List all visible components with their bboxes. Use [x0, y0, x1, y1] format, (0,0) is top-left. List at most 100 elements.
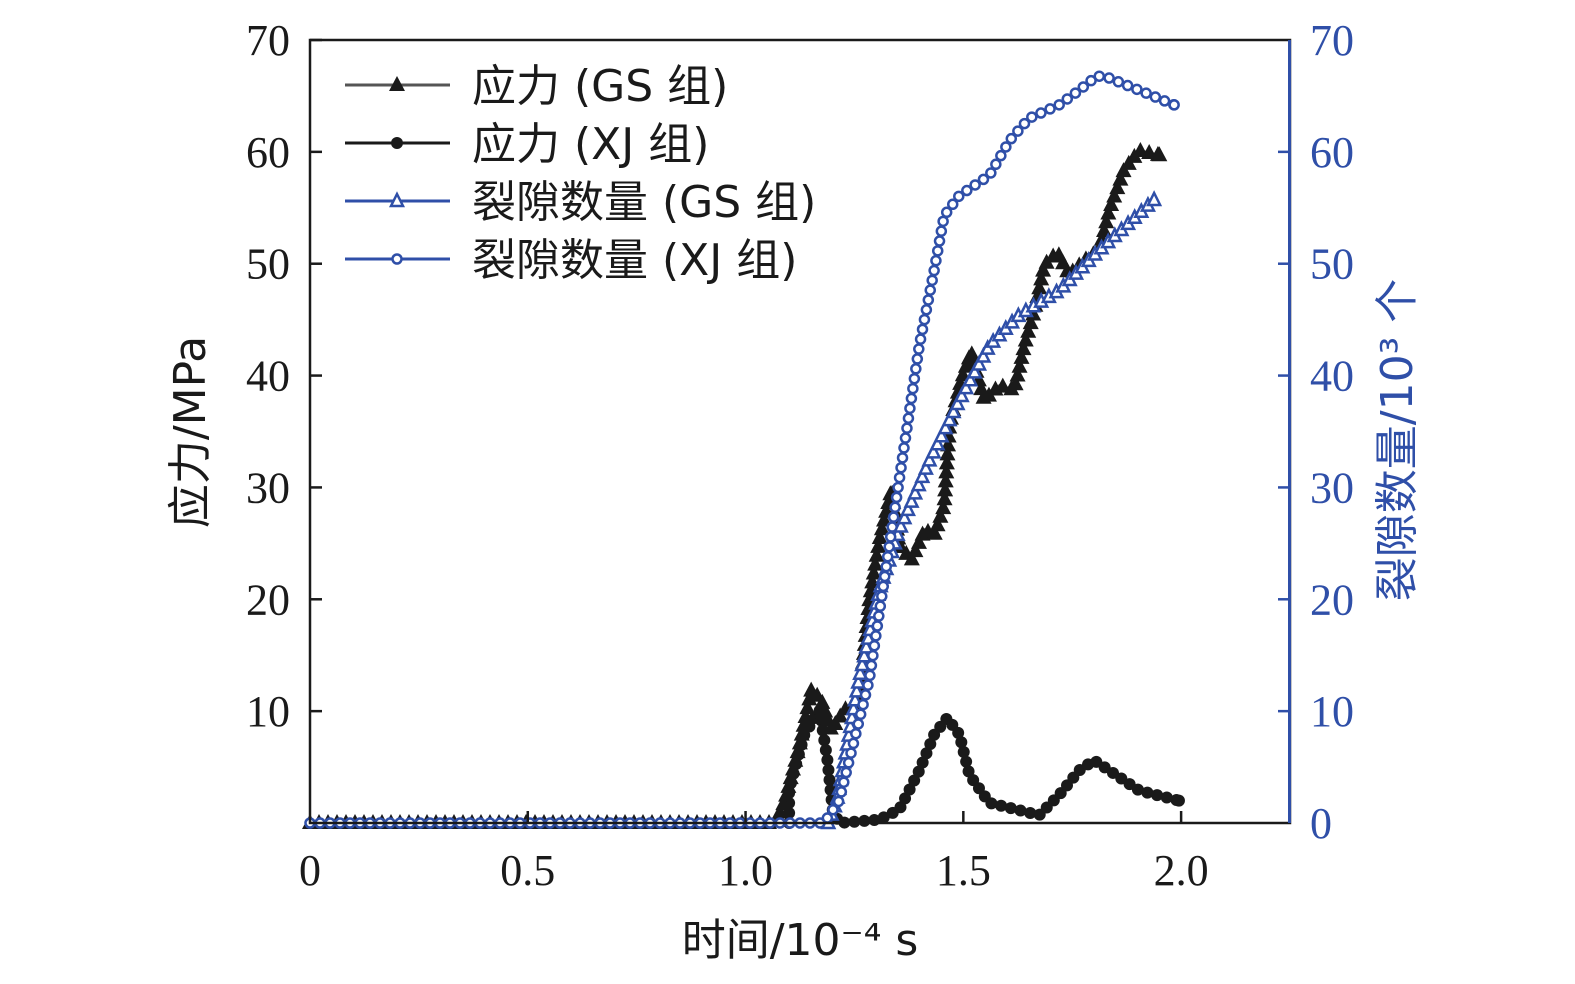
data-point	[852, 663, 869, 680]
data-point	[903, 550, 920, 566]
data-point	[933, 235, 946, 247]
data-point	[1112, 76, 1125, 88]
y-tick-label: 70	[246, 16, 290, 65]
data-point	[904, 402, 916, 415]
data-point	[914, 333, 927, 345]
data-point	[970, 354, 988, 371]
data-point	[901, 422, 913, 434]
data-point	[985, 797, 998, 810]
data-point	[868, 639, 881, 652]
data-point	[857, 698, 869, 711]
y2-axis-label: 裂隙数量/10³ 个	[1372, 279, 1423, 601]
data-point	[936, 490, 953, 506]
data-point	[962, 370, 979, 387]
data-point	[1106, 187, 1123, 203]
legend-item: 裂隙数量 (GS 组)	[345, 177, 816, 228]
data-point	[963, 345, 980, 361]
data-point	[931, 245, 944, 257]
legend-marker	[389, 76, 405, 91]
data-point	[1035, 107, 1047, 119]
data-point	[958, 378, 975, 395]
data-point	[916, 756, 929, 769]
data-point	[1131, 83, 1143, 96]
data-point	[795, 716, 812, 732]
data-point	[910, 533, 927, 549]
data-point	[938, 463, 955, 479]
data-point	[921, 450, 938, 467]
data-point	[878, 570, 891, 583]
data-point	[873, 520, 890, 536]
y2-tick-label: 50	[1310, 240, 1354, 289]
data-point	[876, 511, 893, 527]
data-point	[922, 294, 935, 306]
y-tick-label: 10	[246, 687, 290, 736]
data-point	[985, 167, 997, 179]
data-point	[940, 206, 953, 219]
data-point	[1160, 791, 1173, 804]
data-point	[793, 725, 810, 741]
x-tick-label: 0	[299, 846, 321, 895]
y2-tick-label: 0	[1310, 799, 1332, 848]
data-point	[1100, 204, 1117, 220]
data-point	[838, 776, 850, 788]
data-point	[864, 573, 881, 589]
data-point	[870, 630, 882, 642]
data-point	[894, 801, 907, 814]
data-point	[867, 649, 879, 662]
data-point	[1007, 375, 1024, 391]
data-point	[899, 792, 912, 805]
data-point	[912, 765, 925, 778]
data-point	[1069, 87, 1082, 99]
data-point	[775, 795, 792, 811]
data-point	[1085, 74, 1097, 87]
data-point	[886, 521, 898, 533]
data-point	[910, 475, 927, 492]
data-point	[926, 274, 938, 287]
data-point	[877, 580, 890, 593]
data-point	[892, 481, 904, 494]
data-point	[865, 659, 878, 672]
data-point	[889, 501, 901, 514]
axes: 0 0.5 1.0 1.5 2.0 10 20 30 40 50 60 70 0 10 20 30 40 50 60…	[246, 16, 1354, 895]
data-point	[926, 524, 943, 540]
data-point	[870, 537, 887, 553]
data-point	[928, 264, 940, 277]
data-point	[1000, 141, 1012, 153]
data-point	[832, 795, 845, 808]
data-point	[847, 737, 860, 750]
data-point	[791, 734, 808, 750]
data-point	[840, 766, 852, 779]
data-point	[852, 718, 865, 730]
series-line	[826, 198, 1156, 824]
x-axis-label: 时间/10⁻⁴ s	[682, 915, 919, 966]
data-point	[939, 445, 956, 461]
x-tick-label: 0.5	[500, 846, 555, 895]
data-point	[1024, 806, 1037, 819]
data-point	[917, 458, 934, 475]
data-point	[864, 669, 876, 682]
data-point	[845, 747, 857, 759]
data-point	[1103, 195, 1120, 211]
data-point	[907, 542, 924, 558]
data-point	[1018, 117, 1031, 130]
data-point	[907, 382, 919, 395]
data-point	[1158, 95, 1171, 107]
data-point	[910, 363, 922, 375]
data-point	[883, 541, 895, 553]
data-point	[937, 481, 954, 497]
legend-label: 应力 (XJ 组)	[472, 119, 709, 170]
x-tick-label: 1.5	[936, 846, 991, 895]
data-point	[925, 442, 942, 459]
legend-label: 裂隙数量 (XJ 组)	[472, 235, 797, 286]
data-point	[918, 313, 931, 326]
data-point	[1061, 93, 1074, 105]
data-point	[778, 786, 795, 802]
y2-tick-label: 10	[1310, 687, 1354, 736]
data-point	[1146, 190, 1163, 207]
data-point	[1141, 786, 1154, 799]
data-point	[873, 610, 885, 622]
data-point	[946, 198, 959, 211]
data-point	[1093, 70, 1106, 82]
data-point	[1026, 111, 1038, 123]
data-point	[874, 600, 887, 612]
